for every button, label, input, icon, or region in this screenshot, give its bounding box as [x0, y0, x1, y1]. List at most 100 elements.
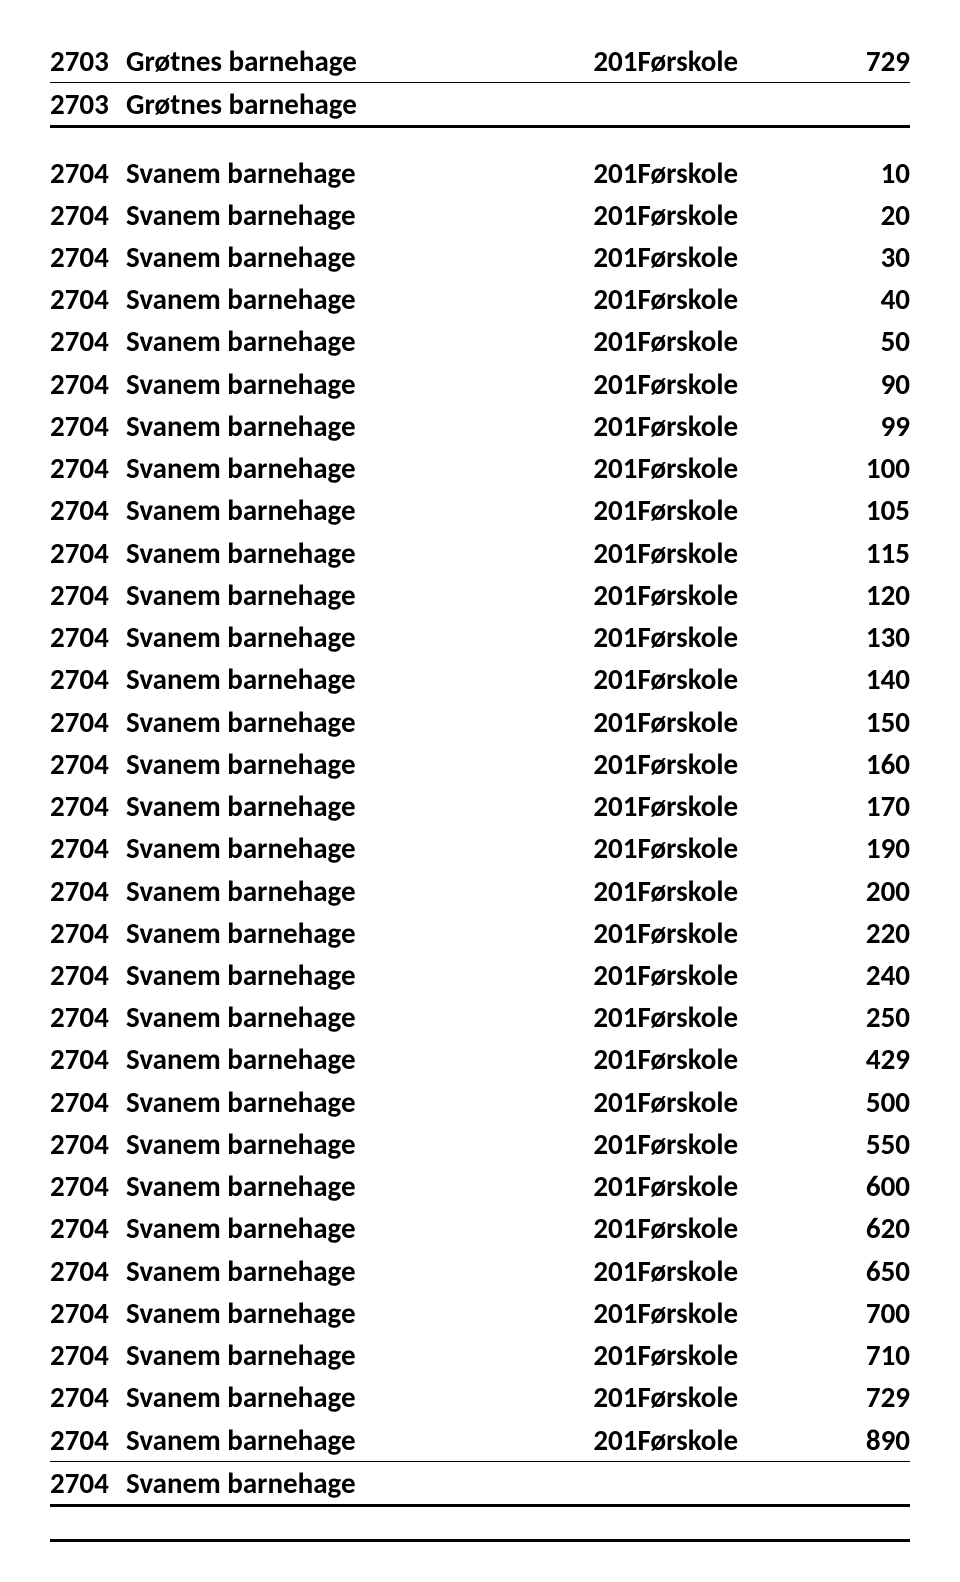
- cell-code: 2704: [50, 1462, 126, 1506]
- cell-fcode: 201: [567, 912, 637, 954]
- cell-val: 40: [830, 279, 910, 321]
- cell-code: 2704: [50, 616, 126, 658]
- cell-name: Svanem barnehage: [126, 1081, 567, 1123]
- cell-fcode: 201: [567, 1165, 637, 1207]
- cell-code: 2704: [50, 1250, 126, 1292]
- cell-name: Svanem barnehage: [126, 1334, 567, 1376]
- cell-code: 2704: [50, 363, 126, 405]
- cell-val: 99: [830, 405, 910, 447]
- cell-code: 2704: [50, 236, 126, 278]
- cell-name: Svanem barnehage: [126, 447, 567, 489]
- cell-name: Svanem barnehage: [126, 870, 567, 912]
- cell-code: 2704: [50, 1123, 126, 1165]
- cell-code: 2704: [50, 490, 126, 532]
- cell-name: Svanem barnehage: [126, 1039, 567, 1081]
- cell-name: Svanem barnehage: [126, 152, 567, 194]
- cell-code: 2704: [50, 321, 126, 363]
- table-row: 2704Svanem barnehage201Førskole200: [50, 870, 910, 912]
- cell-fcode: 201: [567, 236, 637, 278]
- cell-fname: Førskole: [637, 1334, 830, 1376]
- cell-name: Svanem barnehage: [126, 194, 567, 236]
- cell-code: 2704: [50, 912, 126, 954]
- table-row: 2704Svanem barnehage201Førskole20: [50, 194, 910, 236]
- table-row: 2703Grøtnes barnehage201Førskole729: [50, 40, 910, 83]
- cell-name: Svanem barnehage: [126, 236, 567, 278]
- cell-fcode: 201: [567, 532, 637, 574]
- cell-fname: Førskole: [637, 363, 830, 405]
- table-row: 2704Svanem barnehage201Førskole50: [50, 321, 910, 363]
- cell-fcode: 201: [567, 1334, 637, 1376]
- cell-fname: Førskole: [637, 701, 830, 743]
- cell-name: Svanem barnehage: [126, 701, 567, 743]
- cell-code: 2704: [50, 659, 126, 701]
- cell-name: Svanem barnehage: [126, 1165, 567, 1207]
- cell-code: 2704: [50, 1419, 126, 1462]
- cell-val: 729: [830, 1377, 910, 1419]
- cell-fcode: 201: [567, 701, 637, 743]
- cell-fname: Førskole: [637, 997, 830, 1039]
- cell-name: Svanem barnehage: [126, 279, 567, 321]
- cell-name: Svanem barnehage: [126, 1292, 567, 1334]
- cell-val: 115: [830, 532, 910, 574]
- cell-code: 2704: [50, 405, 126, 447]
- cell-val: 120: [830, 574, 910, 616]
- cell-val: 429: [830, 1039, 910, 1081]
- cell-name: Svanem barnehage: [126, 659, 567, 701]
- table-row: 2704Svanem barnehage201Førskole115: [50, 532, 910, 574]
- cell-name: Grøtnes barnehage: [126, 83, 567, 127]
- cell-fname: Førskole: [637, 954, 830, 996]
- cell-fname: Førskole: [637, 574, 830, 616]
- cell-code: 2704: [50, 194, 126, 236]
- cell-fcode: 201: [567, 1250, 637, 1292]
- cell-name: Svanem barnehage: [126, 954, 567, 996]
- cell-name: Svanem barnehage: [126, 321, 567, 363]
- cell-val: 650: [830, 1250, 910, 1292]
- cell-fname: Førskole: [637, 279, 830, 321]
- budget-table: 2703Grøtnes barnehage201Førskole7292703G…: [50, 40, 910, 1507]
- cell-code: 2703: [50, 83, 126, 127]
- cell-fname: Førskole: [637, 1419, 830, 1462]
- cell-fcode: 201: [567, 1081, 637, 1123]
- table-row: 2704Svanem barnehage201Førskole140: [50, 659, 910, 701]
- cell-code: 2704: [50, 1081, 126, 1123]
- cell-fcode: 201: [567, 828, 637, 870]
- cell-val: 30: [830, 236, 910, 278]
- cell-val: 105: [830, 490, 910, 532]
- cell-fcode: 201: [567, 1039, 637, 1081]
- cell-val: 620: [830, 1208, 910, 1250]
- cell-fname: Førskole: [637, 532, 830, 574]
- cell-val: 130: [830, 616, 910, 658]
- cell-name: Svanem barnehage: [126, 1250, 567, 1292]
- table-row: 2704Svanem barnehage201Førskole150: [50, 701, 910, 743]
- bottom-rule: [50, 1539, 910, 1542]
- table-row: 2704Svanem barnehage201Førskole710: [50, 1334, 910, 1376]
- cell-name: Grøtnes barnehage: [126, 40, 567, 83]
- cell-fcode: 201: [567, 321, 637, 363]
- table-row: 2704Svanem barnehage201Førskole890: [50, 1419, 910, 1462]
- cell-name: Svanem barnehage: [126, 1462, 567, 1506]
- cell-fcode: 201: [567, 743, 637, 785]
- table-row: 2704Svanem barnehage201Førskole620: [50, 1208, 910, 1250]
- cell-val: 250: [830, 997, 910, 1039]
- cell-empty: [567, 83, 637, 127]
- cell-val: 890: [830, 1419, 910, 1462]
- cell-fcode: 201: [567, 954, 637, 996]
- cell-code: 2704: [50, 828, 126, 870]
- table-row: 2704Svanem barnehage201Førskole650: [50, 1250, 910, 1292]
- table-row: 2704Svanem barnehage201Førskole170: [50, 785, 910, 827]
- cell-fname: Førskole: [637, 743, 830, 785]
- cell-code: 2704: [50, 701, 126, 743]
- cell-val: 240: [830, 954, 910, 996]
- cell-name: Svanem barnehage: [126, 532, 567, 574]
- cell-name: Svanem barnehage: [126, 1208, 567, 1250]
- cell-code: 2704: [50, 152, 126, 194]
- cell-code: 2704: [50, 1165, 126, 1207]
- cell-val: 50: [830, 321, 910, 363]
- cell-val: 170: [830, 785, 910, 827]
- cell-code: 2704: [50, 954, 126, 996]
- cell-code: 2704: [50, 1292, 126, 1334]
- cell-fname: Førskole: [637, 1039, 830, 1081]
- cell-code: 2704: [50, 279, 126, 321]
- cell-name: Svanem barnehage: [126, 1377, 567, 1419]
- cell-fname: Førskole: [637, 1081, 830, 1123]
